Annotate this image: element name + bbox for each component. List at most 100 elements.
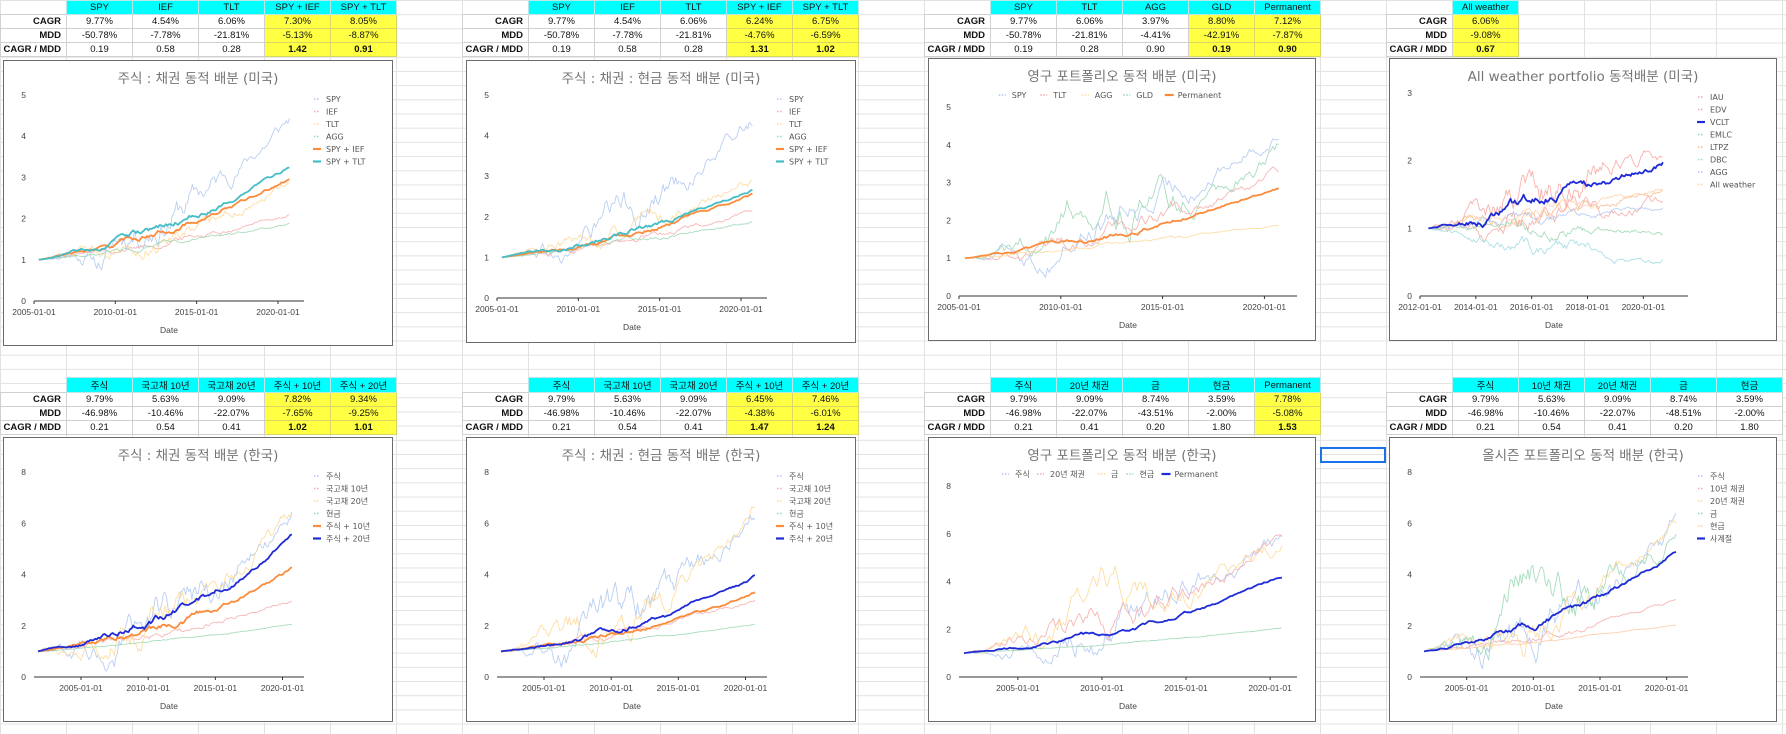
- legend-label[interactable]: 현금: [1710, 522, 1725, 531]
- line-chart[interactable]: 주식 : 채권 : 현금 동적 배분 (미국) 0 1 2 3 4 5 2005-01-01 2…: [466, 60, 856, 343]
- legend-label[interactable]: 주식 + 10년: [789, 521, 833, 531]
- metric-cell[interactable]: 0.21: [990, 420, 1057, 435]
- metric-cell[interactable]: -2.00%: [1716, 406, 1783, 421]
- column-header[interactable]: 주식 + 20년: [792, 377, 859, 393]
- row-label[interactable]: CAGR: [0, 14, 67, 29]
- series-line[interactable]: [501, 192, 753, 259]
- metric-cell[interactable]: 0.41: [1584, 420, 1651, 435]
- legend-label[interactable]: TLT: [1052, 91, 1066, 100]
- metric-cell[interactable]: 8.05%: [330, 14, 397, 29]
- metric-cell[interactable]: 9.79%: [990, 392, 1057, 407]
- series-line[interactable]: [37, 623, 293, 652]
- metric-cell[interactable]: 0.21: [66, 420, 133, 435]
- column-header[interactable]: IEF: [594, 0, 661, 15]
- legend-label[interactable]: AGG: [326, 133, 344, 142]
- row-label[interactable]: MDD: [0, 406, 67, 421]
- metric-cell[interactable]: 5.63%: [132, 392, 199, 407]
- column-header[interactable]: 금: [1122, 377, 1189, 393]
- series-line[interactable]: [965, 166, 1280, 261]
- metric-cell[interactable]: -7.65%: [264, 406, 331, 421]
- row-label[interactable]: MDD: [924, 28, 991, 43]
- series-line[interactable]: [37, 600, 293, 652]
- row-label[interactable]: MDD: [1386, 406, 1453, 421]
- legend-label[interactable]: AGG: [789, 133, 807, 142]
- metric-cell[interactable]: 1.01: [330, 420, 397, 435]
- column-header[interactable]: SPY + TLT: [792, 0, 859, 15]
- series-line[interactable]: [1428, 218, 1664, 243]
- series-line[interactable]: [1423, 624, 1677, 652]
- legend-label[interactable]: 사계절: [1710, 534, 1732, 544]
- metric-cell[interactable]: 1.24: [792, 420, 859, 435]
- metric-cell[interactable]: -21.81%: [198, 28, 265, 43]
- row-label[interactable]: CAGR / MDD: [0, 42, 67, 57]
- metric-cell[interactable]: -10.46%: [1518, 406, 1585, 421]
- metric-cell[interactable]: 5.63%: [594, 392, 661, 407]
- column-header[interactable]: Permanent: [1254, 377, 1321, 393]
- series-line[interactable]: [501, 188, 753, 259]
- column-header[interactable]: SPY: [990, 0, 1057, 15]
- legend-label[interactable]: AGG: [1710, 168, 1728, 177]
- metric-cell[interactable]: 6.45%: [726, 392, 793, 407]
- series-line[interactable]: [1428, 161, 1664, 230]
- metric-cell[interactable]: 7.12%: [1254, 14, 1321, 29]
- metric-cell[interactable]: 8.80%: [1188, 14, 1255, 29]
- metric-cell[interactable]: 6.06%: [1056, 14, 1123, 29]
- metric-cell[interactable]: 1.53: [1254, 420, 1321, 435]
- metric-cell[interactable]: 9.09%: [1056, 392, 1123, 407]
- legend-label[interactable]: 현금: [789, 510, 804, 519]
- series-line[interactable]: [965, 143, 1279, 260]
- legend-label[interactable]: All weather: [1710, 181, 1756, 190]
- legend-label[interactable]: IEF: [326, 108, 338, 117]
- column-header[interactable]: 주식 + 20년: [330, 377, 397, 393]
- metric-cell[interactable]: 0.91: [330, 42, 397, 57]
- row-label[interactable]: MDD: [1386, 28, 1453, 43]
- legend-label[interactable]: IEF: [789, 108, 801, 117]
- metric-cell[interactable]: 9.77%: [528, 14, 595, 29]
- line-chart[interactable]: 주식 : 채권 : 현금 동적 배분 (한국) 0 2 4 6 8 2005-01-01 20…: [466, 437, 856, 722]
- series-line[interactable]: [963, 545, 1283, 655]
- row-label[interactable]: CAGR / MDD: [924, 420, 991, 435]
- row-label[interactable]: CAGR / MDD: [1386, 420, 1453, 435]
- selected-cell[interactable]: [1320, 447, 1386, 463]
- series-line[interactable]: [500, 574, 756, 653]
- row-label[interactable]: CAGR / MDD: [462, 420, 529, 435]
- legend-label[interactable]: EDV: [1710, 106, 1727, 115]
- column-header[interactable]: SPY + IEF: [726, 0, 793, 15]
- legend-label[interactable]: TLT: [788, 120, 802, 129]
- metric-cell[interactable]: -7.78%: [132, 28, 199, 43]
- legend-label[interactable]: AGG: [1095, 91, 1113, 100]
- metric-cell[interactable]: 0.41: [660, 420, 727, 435]
- line-chart[interactable]: All weather portfolio 동적배분 (미국) 0 1 2 3 2012-…: [1389, 58, 1777, 341]
- column-header[interactable]: 금: [1650, 377, 1717, 393]
- metric-cell[interactable]: 9.79%: [66, 392, 133, 407]
- row-label[interactable]: CAGR: [1386, 14, 1453, 29]
- metric-cell[interactable]: 3.59%: [1716, 392, 1783, 407]
- series-line[interactable]: [38, 222, 290, 261]
- metric-cell[interactable]: 8.74%: [1122, 392, 1189, 407]
- metric-cell[interactable]: 1.80: [1188, 420, 1255, 435]
- legend-label[interactable]: 현금: [1140, 470, 1155, 479]
- column-header[interactable]: 20년 채권: [1056, 377, 1123, 393]
- metric-cell[interactable]: 0.19: [66, 42, 133, 57]
- row-label[interactable]: CAGR / MDD: [924, 42, 991, 57]
- metric-cell[interactable]: 6.06%: [198, 14, 265, 29]
- legend-label[interactable]: 금: [1111, 470, 1118, 479]
- column-header[interactable]: 주식: [528, 377, 595, 393]
- row-label[interactable]: CAGR: [462, 14, 529, 29]
- metric-cell[interactable]: -4.38%: [726, 406, 793, 421]
- series-line[interactable]: [965, 224, 1279, 259]
- legend-label[interactable]: LTPZ: [1710, 143, 1729, 152]
- metric-cell[interactable]: 3.59%: [1188, 392, 1255, 407]
- metric-cell[interactable]: -42.91%: [1188, 28, 1255, 43]
- series-line[interactable]: [37, 566, 293, 653]
- series-line[interactable]: [1423, 551, 1677, 653]
- legend-label[interactable]: SPY + TLT: [789, 158, 829, 167]
- column-header[interactable]: 주식: [990, 377, 1057, 393]
- column-header[interactable]: All weather: [1452, 0, 1519, 15]
- metric-cell[interactable]: -46.98%: [990, 406, 1057, 421]
- line-chart[interactable]: 주식 : 채권 동적 배분 (미국) 0 1 2 3 4 5 2005-01-01 2010-0…: [3, 60, 393, 346]
- metric-cell[interactable]: 7.82%: [264, 392, 331, 407]
- metric-cell[interactable]: -10.46%: [594, 406, 661, 421]
- metric-cell[interactable]: 0.54: [594, 420, 661, 435]
- legend-label[interactable]: SPY: [326, 95, 341, 104]
